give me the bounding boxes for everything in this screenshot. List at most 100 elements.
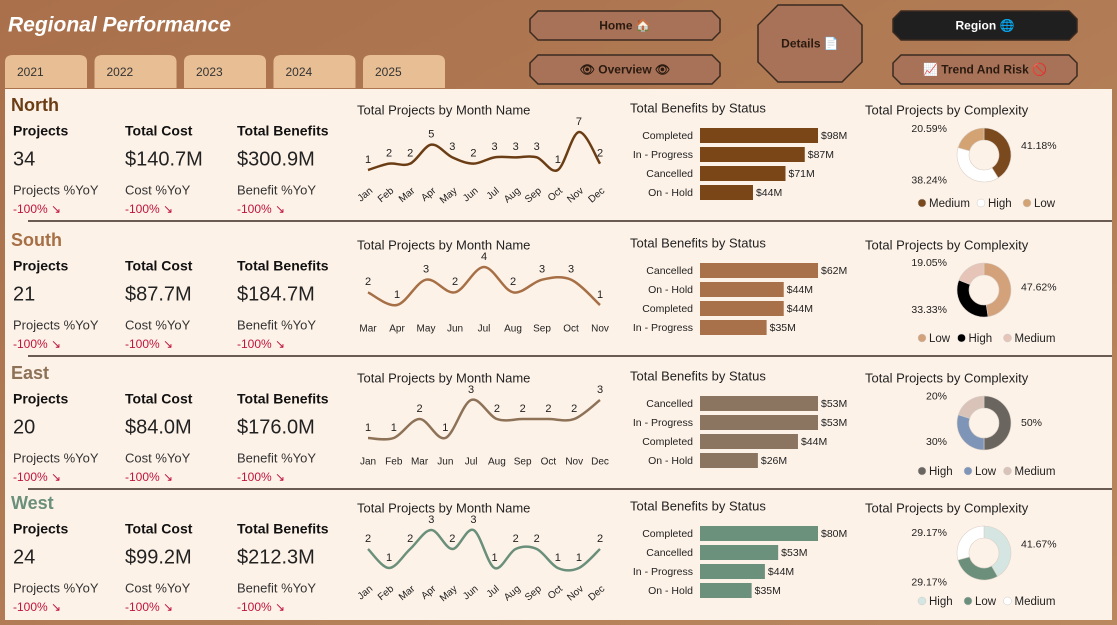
legend-label: High [988,198,1012,210]
chart-title: Total Projects by Complexity [865,237,1029,252]
kpi-value: 21 [13,283,35,305]
kpi-yoy-label: Cost %YoY [125,317,191,332]
bar [700,166,786,181]
category-label: Completed [642,528,693,540]
nav-button[interactable] [529,54,721,85]
kpi-yoy-label: Benefit %YoY [237,182,316,197]
nav-button-label: Home 🏠 [599,19,651,33]
nav-button[interactable] [892,10,1078,41]
bar [700,185,753,200]
data-label: 3 [534,141,540,153]
year-tab[interactable] [363,55,445,88]
x-tick-label: Dec [591,457,609,468]
chart-title: Total Projects by Month Name [357,237,530,252]
kpi-yoy-label: Benefit %YoY [237,580,316,595]
nav-button[interactable] [757,4,863,83]
data-label: 1 [491,552,497,564]
kpi-yoy-label: Benefit %YoY [237,317,316,332]
data-label: 7 [576,116,582,128]
data-label: 29.17% [911,527,947,539]
chart-title: Total Benefits by Status [630,498,766,513]
kpi-yoy-label: Projects %YoY [13,450,99,465]
pie-slice [957,127,985,152]
kpi-yoy: -100% ↘ [125,337,173,351]
category-label: In - Progress [633,322,693,334]
data-label: $53M [821,417,847,429]
year-tab-label: 2025 [375,65,402,79]
bar [700,434,798,449]
data-label: $44M [756,187,782,199]
data-label: 2 [386,148,392,160]
year-tab[interactable] [184,55,266,88]
bar [700,545,779,560]
year-tab-label: 2023 [196,65,223,79]
x-tick-label: Sep [533,324,551,335]
x-tick-label: Nov [591,324,609,335]
kpi-value: $212.3M [237,546,315,568]
bar [700,453,758,468]
data-label: 20.59% [911,123,947,135]
nav-button[interactable] [529,10,721,41]
kpi-value: $176.0M [237,416,315,438]
data-label: 38.24% [911,175,947,187]
x-tick-label: Jan [360,457,376,468]
data-label: $87M [808,149,834,161]
data-label: 1 [391,422,397,434]
data-label: $98M [821,130,847,142]
kpi-value: $84.0M [125,416,192,438]
nav-button[interactable] [892,54,1078,85]
kpi-yoy-label: Projects %YoY [13,580,99,595]
data-label: 2 [449,533,455,545]
kpi-yoy: -100% ↘ [237,202,285,216]
data-label: 33.33% [911,304,947,316]
pie-slice [957,395,985,419]
year-tab[interactable] [94,55,177,88]
nav-button-label: 👁 Overview 👁 [580,63,671,77]
x-tick-label: Jun [447,324,463,335]
kpi-yoy-label: Projects %YoY [13,317,99,332]
x-tick-label: Apr [389,324,405,335]
data-label: 2 [494,403,500,415]
chart-title: Total Projects by Complexity [865,102,1029,117]
legend-label: Medium [1015,466,1056,478]
region-name: South [11,230,62,250]
line [367,398,601,441]
data-label: 29.17% [911,577,947,589]
data-label: 2 [534,533,540,545]
region-name: East [11,363,49,383]
kpi-yoy: -100% ↘ [125,470,173,484]
data-label: 3 [468,384,474,396]
kpi-label: Total Benefits [237,258,329,274]
category-label: Cancelled [646,547,693,559]
legend-label: Medium [929,198,970,210]
year-tab[interactable] [5,55,87,88]
data-label: 2 [510,276,516,288]
x-tick-label: Mar [359,324,377,335]
category-label: Cancelled [646,265,693,277]
data-label: $53M [821,398,847,410]
kpi-value: $300.9M [237,148,315,170]
data-label: 2 [365,533,371,545]
year-tab[interactable] [273,55,356,88]
kpi-yoy: -100% ↘ [125,202,173,216]
kpi-yoy-label: Cost %YoY [125,450,191,465]
chart-title: Total Projects by Complexity [865,500,1029,515]
data-label: 19.05% [911,257,947,269]
legend-marker [1022,198,1032,208]
year-tab-label: 2022 [107,65,134,79]
kpi-label: Total Benefits [237,391,329,407]
category-label: In - Progress [633,417,693,429]
category-label: In - Progress [633,566,693,578]
kpi-value: $87.7M [125,283,192,305]
year-tab-label: 2024 [286,65,313,79]
category-label: On - Hold [648,187,693,199]
category-label: In - Progress [633,149,693,161]
data-label: $44M [787,284,813,296]
legend-marker [917,198,927,208]
region-name: West [11,493,54,513]
data-label: 50% [1021,417,1042,429]
legend-label: Low [1034,198,1056,210]
data-label: 2 [513,533,519,545]
kpi-value: 34 [13,148,35,170]
